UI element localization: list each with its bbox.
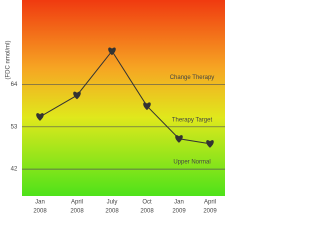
line xyxy=(39,50,211,145)
chart: (FDC nmol/ml) 42 53 64 Change Therapy Therap… xyxy=(6,0,225,215)
y-tick-label: 53 xyxy=(11,124,18,130)
y-tick-label: 64 xyxy=(11,82,18,88)
heart-marker xyxy=(108,47,116,56)
heart-marker xyxy=(36,113,44,121)
x-tick-label: 2008 xyxy=(105,209,119,215)
plot-area xyxy=(22,0,225,196)
y-tick-label: 42 xyxy=(11,167,18,173)
x-tick-label: Jan xyxy=(35,200,45,206)
x-tick-label: Oct xyxy=(142,200,152,206)
x-tick-label: April xyxy=(71,200,83,206)
reference-label: Upper Normal xyxy=(173,160,210,166)
reference-label: Therapy Target xyxy=(172,117,213,123)
y-axis-label: (FDC nmol/ml) xyxy=(6,41,12,80)
heart-marker xyxy=(143,102,151,111)
heart-marker xyxy=(206,140,214,148)
x-tick-label: 2009 xyxy=(203,209,217,215)
heart-marker xyxy=(175,135,183,143)
x-tick-label: 2009 xyxy=(172,209,186,215)
x-tick-label: 2008 xyxy=(140,209,154,215)
heart-marker xyxy=(73,91,81,100)
x-tick-label: 2008 xyxy=(33,209,47,215)
x-tick-label: April xyxy=(204,200,216,206)
x-tick-label: 2008 xyxy=(70,209,84,215)
x-tick-label: Jan xyxy=(174,200,184,206)
x-tick-label: July xyxy=(107,200,118,206)
reference-label: Change Therapy xyxy=(170,75,215,81)
